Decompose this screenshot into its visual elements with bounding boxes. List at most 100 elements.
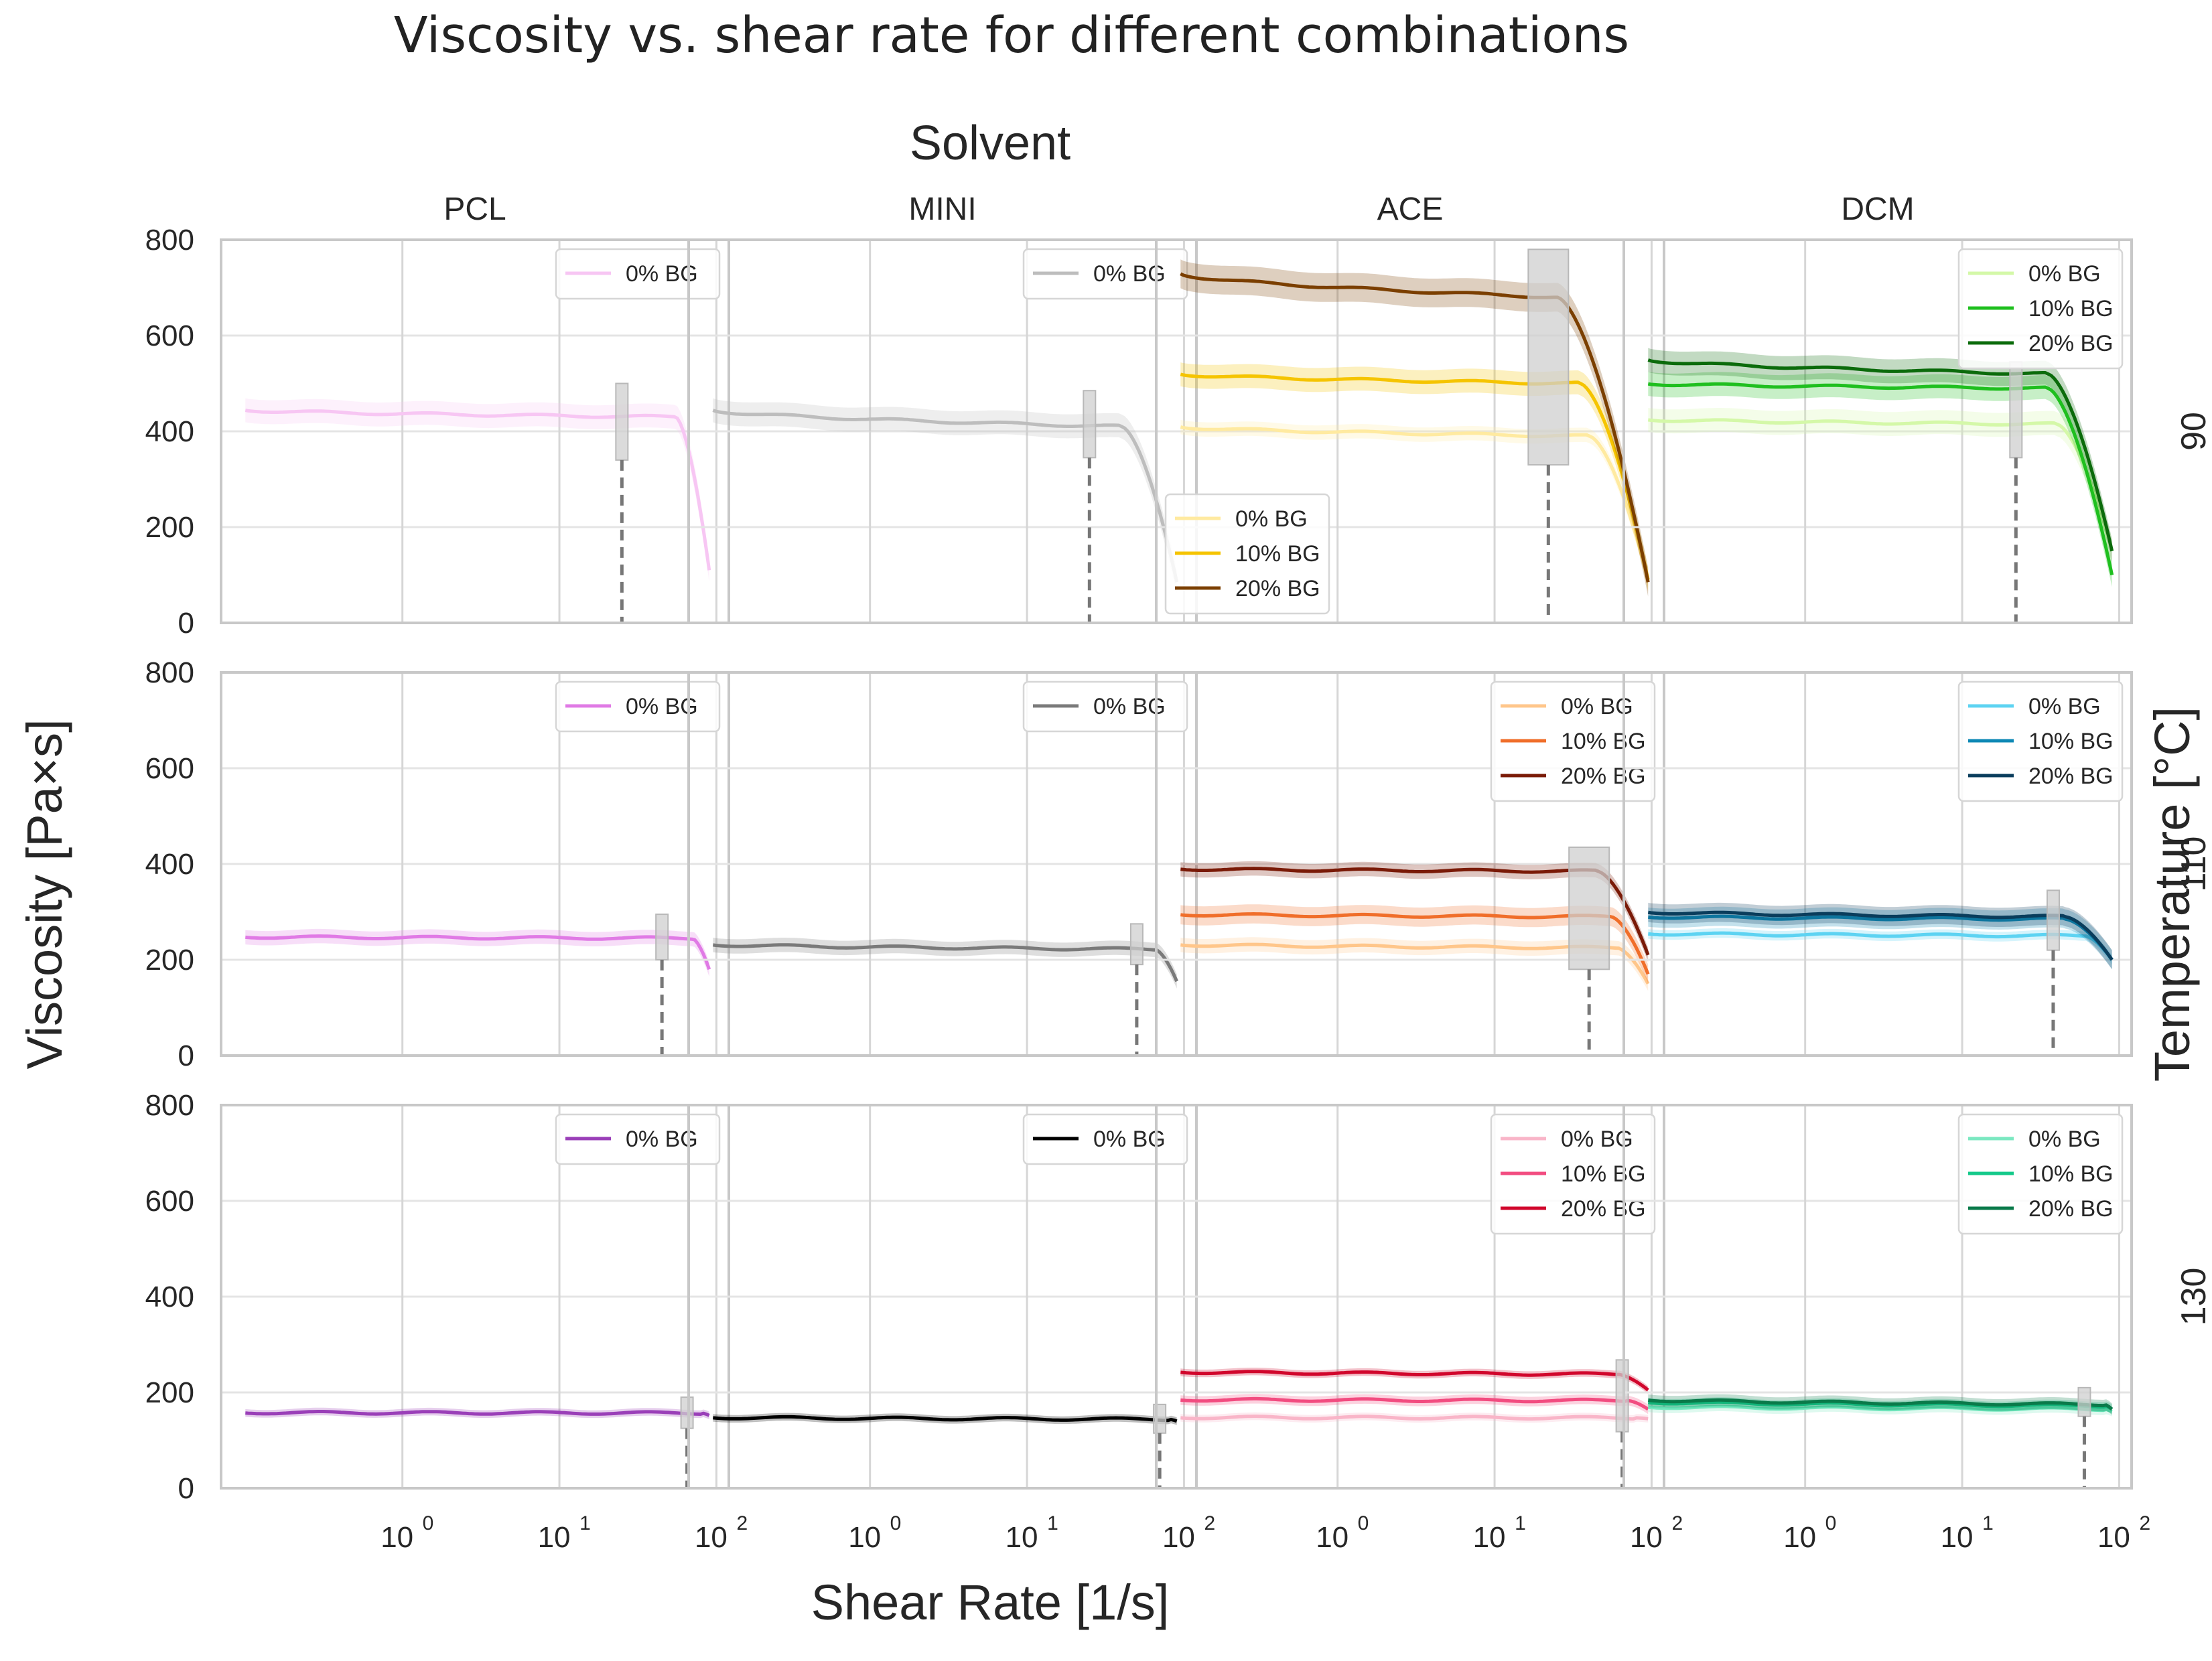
panel-r2c2-band-1	[1180, 1394, 1649, 1415]
panel-r2c1-xtick-exp-0: 0	[890, 1512, 902, 1534]
panel-r0c0-legend-label-0: 0% BG	[626, 261, 698, 287]
panel-r2c0-legend-box	[555, 1113, 721, 1165]
panel-r1c1-cutoff-box	[1129, 923, 1144, 966]
panel-r0c1-cutoff-box	[1083, 390, 1097, 459]
panel-r0c2-band-1	[1180, 362, 1649, 592]
panel-r0c1-legend-label-0: 0% BG	[1093, 261, 1166, 287]
panel-r0c0-plot-area	[245, 382, 711, 623]
panel-r0c3-band-0	[1648, 408, 2112, 563]
panel-r1c1-legend-box	[1022, 680, 1188, 733]
panel-r2c3-legend-label-0: 0% BG	[2028, 1127, 2101, 1152]
panel-r1c2-band-0	[1180, 937, 1649, 991]
panel-r0c0-legend: 0% BG	[555, 248, 721, 300]
panel-r2c1-legend-label-0: 0% BG	[1093, 1127, 1166, 1152]
panel-r2c0: 0% BG 0 200 400 600 800 10 0 10 1 10 2	[145, 1089, 748, 1554]
panel-r2c0-plot-area	[245, 1396, 710, 1488]
panel-r1c3-legend-label-1: 10% BG	[2028, 729, 2114, 754]
panel-r1c1: 0% BG	[687, 671, 1198, 1057]
panel-r0c0-ytick-200: 200	[145, 511, 194, 544]
panel-r1c3-band-2	[1648, 902, 2112, 970]
panel-r0c3-legend: 0% BG 10% BG 20% BG	[1957, 248, 2124, 370]
panel-r0c0-band-0	[245, 398, 709, 583]
panel-r1c2-band-1	[1180, 904, 1649, 984]
panel-r1c1-legend: 0% BG	[1022, 680, 1188, 733]
panel-r0c1-legend-box	[1022, 248, 1188, 300]
panel-r1c3-line-1	[1648, 914, 2114, 961]
panel-r2c2-line-1	[1180, 1396, 1649, 1411]
panel-r0c3-row-title: 90	[2174, 412, 2212, 451]
panel-r2c0-cutoff-box	[680, 1396, 694, 1429]
panel-r0c2-legend-label-2: 20% BG	[1235, 576, 1320, 601]
panel-r2c1-xtick-exp-1: 1	[1047, 1512, 1058, 1534]
panel-r2c0-ytick-800: 800	[145, 1089, 194, 1122]
panel-r1c2-plot-area	[1180, 846, 1650, 1056]
panel-r2c3-legend-label-1: 10% BG	[2028, 1161, 2114, 1187]
panel-r1c3-legend-label-0: 0% BG	[2028, 694, 2101, 719]
panel-r1c0: 0% BG 0 200 400 600 800	[145, 656, 730, 1072]
panel-r0c3-cutoff-box	[2009, 361, 2023, 459]
panel-r2c0-legend: 0% BG	[555, 1113, 721, 1165]
panel-r0c2-legend-box	[1164, 493, 1330, 615]
panel-r0c2-plot-area	[1180, 248, 1650, 623]
panel-r0c2-band-2	[1180, 259, 1649, 597]
panel-r1c0-ytick-600: 600	[145, 752, 194, 785]
x-axis-label: Shear Rate [1/s]	[811, 1575, 1170, 1630]
panel-r0c3-frame	[1622, 238, 2133, 624]
panel-r2c3-line-2	[1647, 1398, 2114, 1411]
panel-r2c2-plot-area	[1180, 1359, 1649, 1488]
panel-r2c3-legend-label-2: 20% BG	[2028, 1196, 2114, 1222]
panel-r1c0-cutoff-box	[655, 914, 669, 960]
panel-r2c2-legend-box	[1490, 1113, 1656, 1235]
panel-r0c2-legend: 0% BG 10% BG 20% BG	[1164, 493, 1330, 615]
panel-r1c0-ytick-800: 800	[145, 656, 194, 689]
panel-r2c1-legend: 0% BG	[1022, 1113, 1188, 1165]
panel-r2c0-line-0	[245, 1410, 710, 1417]
panel-r0c1-legend: 0% BG	[1022, 248, 1188, 300]
panel-r0c3-line-1	[1647, 382, 2114, 576]
panel-r1c0-legend-box	[555, 680, 721, 733]
panel-r0c3-legend-box	[1957, 248, 2124, 370]
panel-r1c3-line-0	[1648, 931, 2114, 961]
panel-r0c2-line-1	[1180, 372, 1650, 581]
y-axis-label: Viscosity [Pa×s]	[17, 719, 72, 1069]
panel-r2c1-xtick-exp-2: 2	[1204, 1512, 1215, 1534]
panel-r0c3-band-2	[1648, 348, 2112, 563]
chart-title: Viscosity vs. shear rate for different c…	[394, 7, 1629, 64]
panel-r0c0-ytick-600: 600	[145, 319, 194, 352]
panel-r2c2-xtick-exp-1: 1	[1515, 1512, 1526, 1534]
panel-r2c1-line-0	[713, 1415, 1178, 1423]
panel-r2c0-ytick-600: 600	[145, 1185, 194, 1218]
panel-r1c1-plot-area	[712, 923, 1178, 1056]
panel-r2c3-xtick-exp-2: 2	[2139, 1512, 2150, 1534]
panel-r2c1: 0% BG 10 0 10 1 10 2	[687, 1104, 1215, 1554]
panel-r2c0-ytick-0: 0	[178, 1472, 194, 1505]
panel-r1c3-legend-label-2: 20% BG	[2028, 764, 2114, 789]
panel-r0c1-plot-area	[712, 390, 1179, 623]
panel-r2c2-xtick-exp-2: 2	[1671, 1512, 1683, 1534]
panel-r0c3-legend-label-2: 20% BG	[2028, 331, 2114, 356]
panel-r2c3-legend: 0% BG 10% BG 20% BG	[1957, 1113, 2124, 1235]
panel-r1c0-legend: 0% BG	[555, 680, 721, 733]
panel-r0c0-ytick-800: 800	[145, 224, 194, 257]
panel-r0c0-ytick-0: 0	[178, 607, 194, 640]
panel-r2c3: 0% BG 10% BG 20% BG 10 0 10 1 10 2 130	[1622, 1104, 2212, 1554]
row-header-temperature: Temperature [°C]	[2144, 707, 2200, 1082]
panel-r1c3-cutoff-box	[2046, 889, 2060, 951]
panel-r2c1-xtick-2: 10	[1162, 1521, 1195, 1554]
panel-r1c1-legend-label-0: 0% BG	[1093, 694, 1166, 719]
panel-r2c2-xtick-0: 10	[1316, 1521, 1349, 1554]
panel-r0c3-line-0	[1647, 418, 2114, 552]
panel-r2c0-legend-label-0: 0% BG	[626, 1127, 698, 1152]
panel-r2c3-cutoff-box	[2077, 1386, 2091, 1417]
panel-r0c0-column-title: PCL	[443, 192, 506, 227]
panel-r1c3-legend-box	[1957, 680, 2124, 802]
panel-r0c3-plot-area	[1647, 348, 2114, 623]
panel-r2c1-legend-box	[1022, 1113, 1188, 1165]
panel-r1c2-legend-label-0: 0% BG	[1561, 694, 1633, 719]
panel-r1c0-ytick-0: 0	[178, 1039, 194, 1072]
